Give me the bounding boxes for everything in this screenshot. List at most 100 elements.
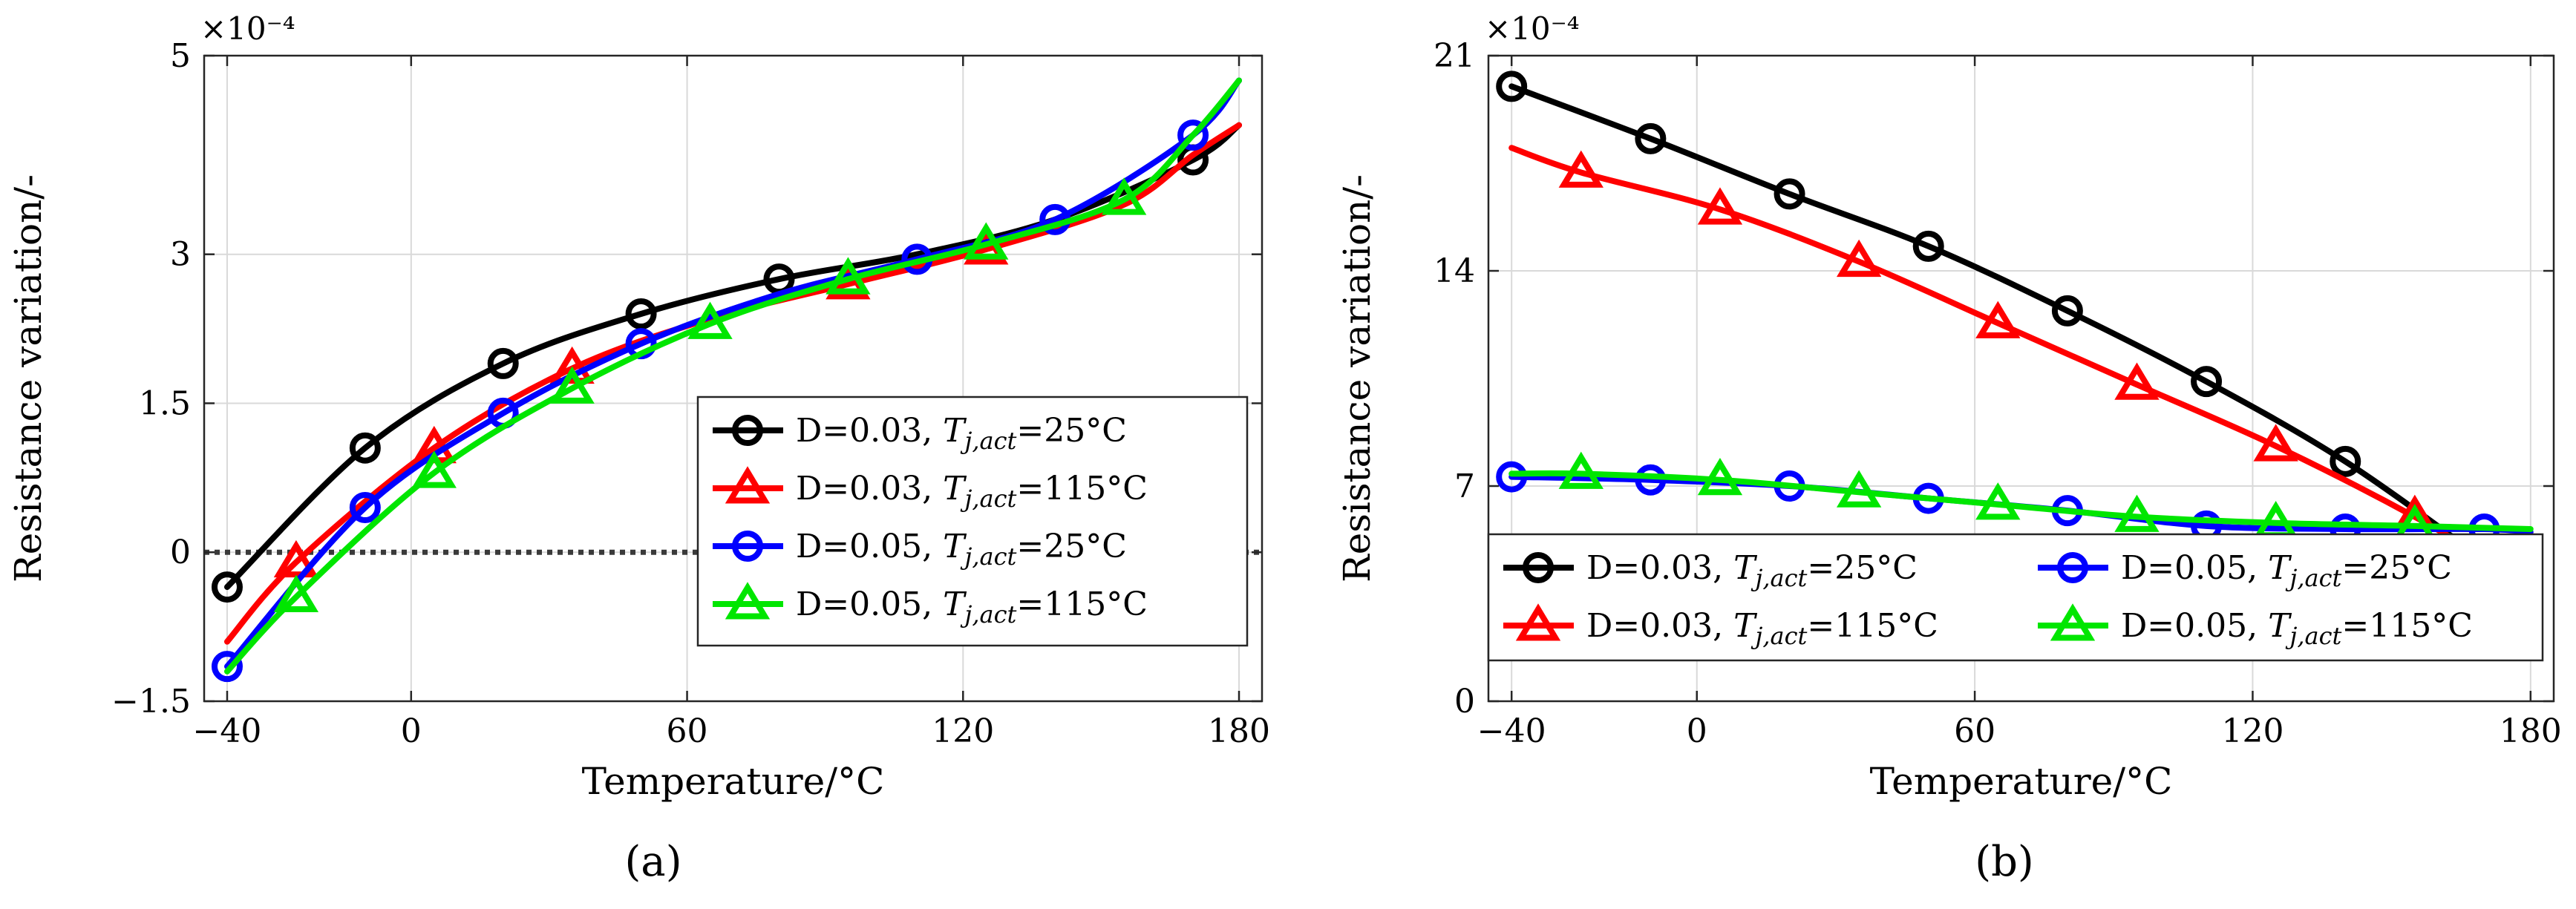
legend-label-symbol: T xyxy=(943,528,967,565)
legend-label-prefix: D=0.03, xyxy=(1586,549,1733,587)
legend-label-suffix: =115°C xyxy=(1807,607,1938,645)
chart-panel-b: −40 0 60 120 180071421×10⁻⁴Temperature/°CRes… xyxy=(1336,10,2562,886)
legend-label-suffix: =25°C xyxy=(1807,549,1918,587)
series-marker xyxy=(1635,464,1667,496)
legend-label: D=0.05, Tj,act=115°C xyxy=(2121,607,2473,650)
series-marker xyxy=(1697,187,1743,225)
legend-label-prefix: D=0.05, xyxy=(796,528,943,565)
y-tick-label: 0 xyxy=(1454,683,1475,721)
series-marker xyxy=(1836,470,1882,508)
series-marker xyxy=(1177,119,1209,151)
legend-label-suffix: =25°C xyxy=(1016,528,1127,565)
legend-label-prefix: D=0.03, xyxy=(796,412,943,450)
legend-entry: D=0.05, Tj,act=25°C xyxy=(2038,549,2452,592)
y-axis-label: Resistance variation/- xyxy=(1336,174,1379,583)
legend-label: D=0.03, Tj,act=25°C xyxy=(1586,549,1918,592)
series-line xyxy=(223,122,1243,591)
legend-marker xyxy=(725,466,771,504)
legend-label: D=0.03, Tj,act=115°C xyxy=(1586,607,1938,650)
legend-label-prefix: D=0.05, xyxy=(2121,607,2268,645)
x-axis-label: Temperature/°C xyxy=(582,760,885,803)
y-tick-label: −1.5 xyxy=(111,683,191,721)
series-marker xyxy=(549,366,595,404)
legend-label-symbol: T xyxy=(943,470,967,508)
x-tick-label: 0 xyxy=(1687,712,1707,750)
legend-label-subscript: j,act xyxy=(1750,564,1807,592)
y-tick-label: 7 xyxy=(1454,467,1475,505)
panel-label: (b) xyxy=(1975,838,2034,886)
legend: D=0.03, Tj,act=25°CD=0.03, Tj,act=115°CD… xyxy=(1487,533,2544,662)
x-tick-label: 180 xyxy=(2500,712,2562,750)
series-marker xyxy=(1635,122,1667,154)
legend-box xyxy=(696,396,1249,647)
legend-marker xyxy=(732,415,763,446)
series-marker xyxy=(349,492,381,523)
series-marker xyxy=(1774,178,1805,210)
legend-box xyxy=(1487,533,2544,662)
x-tick-label: 120 xyxy=(932,712,994,750)
series-marker xyxy=(1101,177,1147,215)
legend-marker xyxy=(732,531,763,562)
series-marker xyxy=(1496,461,1528,493)
axes-box xyxy=(203,54,1264,703)
series-marker xyxy=(964,222,1009,260)
y-axis-label: Resistance variation/- xyxy=(7,174,50,583)
legend-label: D=0.03, Tj,act=25°C xyxy=(796,412,1127,455)
legend-label-suffix: =115°C xyxy=(2341,607,2473,645)
legend-label-subscript: j,act xyxy=(960,600,1016,629)
x-tick-label: 60 xyxy=(1954,712,1995,750)
series-marker xyxy=(625,298,657,329)
legend-label-symbol: T xyxy=(1733,549,1758,587)
x-tick-label: 120 xyxy=(2221,712,2284,750)
y-tick-label: 1.5 xyxy=(139,384,191,422)
legend-label-symbol: T xyxy=(943,585,967,623)
series-marker xyxy=(1496,70,1528,102)
legend-label-prefix: D=0.05, xyxy=(2121,549,2268,587)
legend-label-symbol: T xyxy=(1733,607,1758,645)
series-marker xyxy=(1697,457,1743,496)
legend-label-subscript: j,act xyxy=(960,427,1016,455)
x-tick-label: 180 xyxy=(1208,712,1270,750)
series-marker xyxy=(687,301,733,339)
legend-marker xyxy=(725,582,771,620)
x-tick-label: 60 xyxy=(667,712,708,750)
legend-label: D=0.05, Tj,act=25°C xyxy=(796,528,1127,571)
series-marker xyxy=(1975,301,2021,338)
legend-label-prefix: D=0.03, xyxy=(796,470,943,508)
series-marker xyxy=(1912,230,1944,262)
legend-label-subscript: j,act xyxy=(2285,564,2341,592)
y-tick-label: 0 xyxy=(170,534,191,571)
y-tick-label: 21 xyxy=(1434,37,1475,75)
legend-label: D=0.05, Tj,act=25°C xyxy=(2121,549,2452,592)
series-1 xyxy=(1508,145,2511,575)
legend-label-subscript: j,act xyxy=(2285,622,2341,650)
y-exponent-label: ×10⁻⁴ xyxy=(200,10,295,47)
series-marker xyxy=(2253,424,2298,462)
series-marker xyxy=(2114,494,2160,532)
series-marker xyxy=(273,574,319,612)
series-marker xyxy=(211,651,243,683)
legend-entry: D=0.03, Tj,act=25°C xyxy=(1503,549,1918,592)
x-tick-label: −40 xyxy=(1477,712,1546,750)
legend-marker xyxy=(1515,603,1561,641)
y-tick-label: 3 xyxy=(170,236,191,274)
y-exponent-label: ×10⁻⁴ xyxy=(1485,10,1580,47)
legend-entry: D=0.03, Tj,act=25°C xyxy=(713,412,1127,455)
legend-entry: D=0.05, Tj,act=25°C xyxy=(713,528,1127,571)
series-2 xyxy=(211,77,1243,683)
series-marker xyxy=(826,257,871,295)
series-marker xyxy=(1558,150,1604,188)
legend-label-suffix: =115°C xyxy=(1016,585,1148,623)
series-line xyxy=(223,77,1243,670)
series-marker xyxy=(411,450,457,488)
x-axis-label: Temperature/°C xyxy=(1870,760,2173,803)
legend-label-subscript: j,act xyxy=(960,542,1016,571)
x-tick-label: −40 xyxy=(193,712,262,750)
legend-entry: D=0.03, Tj,act=115°C xyxy=(1503,603,1938,650)
legend-label-symbol: T xyxy=(2268,607,2292,645)
panel-label: (a) xyxy=(624,838,681,886)
legend-label: D=0.03, Tj,act=115°C xyxy=(796,470,1148,513)
chart-panel-a: −40 0 60 120 180 −1.5 0 1.5 3 5×10⁻⁴ Temperature/°… xyxy=(7,10,1270,886)
legend: D=0.03, Tj,act=25°CD=0.03, Tj,act=115°CD… xyxy=(696,396,1249,647)
